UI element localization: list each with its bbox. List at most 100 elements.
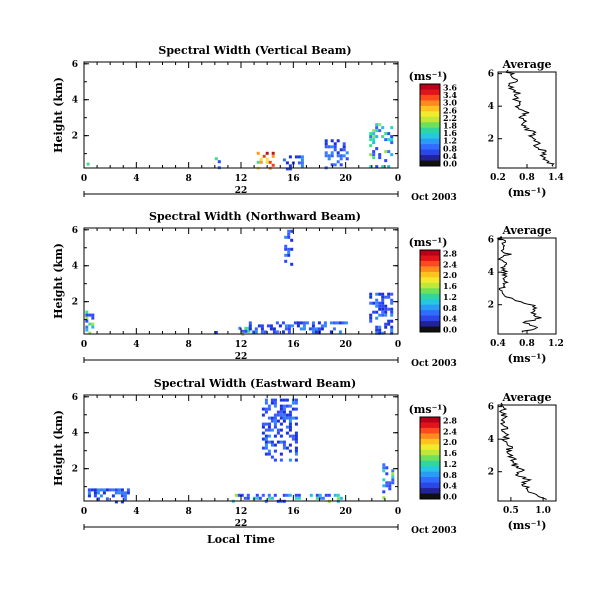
data-cell — [288, 164, 292, 168]
data-cell — [369, 153, 373, 157]
data-cell — [294, 437, 298, 441]
data-cell — [281, 330, 285, 334]
colorbar-segment — [420, 250, 440, 256]
x-tick-label: 12 — [235, 340, 248, 350]
data-cell — [381, 310, 385, 314]
data-cell — [260, 327, 264, 331]
data-cell — [267, 434, 271, 438]
data-cell — [297, 493, 301, 497]
data-cell — [269, 324, 273, 328]
avg-y-tick-label: 4 — [488, 435, 494, 445]
data-cell — [381, 307, 385, 311]
avg-y-tick-label: 6 — [488, 236, 494, 246]
data-cell — [254, 330, 258, 334]
data-cell — [317, 327, 321, 331]
data-cell — [291, 416, 295, 420]
data-cell — [384, 325, 388, 329]
data-cell — [273, 401, 277, 405]
data-cell — [88, 331, 92, 335]
data-cell — [294, 446, 298, 450]
data-cell — [375, 331, 379, 335]
data-cell — [287, 327, 291, 331]
data-cell — [93, 491, 97, 495]
x-tick-label: 4 — [133, 174, 139, 184]
data-cell — [284, 244, 288, 248]
colorbar-segment — [420, 310, 440, 317]
colorbar-tick-label: 0.0 — [443, 159, 457, 169]
data-cell — [378, 328, 382, 332]
data-cell — [302, 321, 306, 325]
x-tick-label: 16 — [287, 174, 300, 184]
data-cell — [264, 407, 268, 411]
data-cell — [375, 301, 379, 305]
data-cell — [390, 310, 394, 314]
panel-title: Spectral Width (Eastward Beam) — [154, 377, 356, 390]
average-profile-line — [506, 69, 555, 167]
x-tick-label: 20 — [339, 174, 352, 184]
data-cell — [285, 398, 289, 402]
data-cell — [323, 321, 327, 325]
data-cell — [381, 165, 385, 169]
data-cell — [276, 428, 280, 432]
data-cell — [276, 410, 280, 414]
avg-y-tick-label: 4 — [488, 268, 494, 278]
colorbar-segment — [420, 299, 440, 306]
data-cell — [261, 413, 265, 417]
avg-y-tick-label: 4 — [488, 102, 494, 112]
y-tick-label: 6 — [72, 393, 78, 403]
data-cell — [273, 404, 277, 408]
data-cell — [288, 428, 292, 432]
data-cell — [270, 496, 274, 500]
data-cell — [282, 413, 286, 417]
data-cell — [378, 331, 382, 335]
data-cell — [273, 422, 277, 426]
colorbar-tick-label: 0.8 — [443, 143, 457, 153]
data-cell — [382, 466, 386, 470]
colorbar-tick-label: 2.0 — [443, 437, 457, 447]
avg-x-tick-label: 1.4 — [548, 173, 564, 183]
colorbar-tick-label: 1.6 — [443, 128, 457, 138]
x-tick-label: 0 — [81, 174, 87, 184]
data-cell — [390, 319, 394, 323]
panel-title: Spectral Width (Vertical Beam) — [158, 44, 351, 57]
data-cell — [264, 452, 268, 456]
avg-y-tick-label: 2 — [488, 301, 494, 311]
data-cell — [266, 324, 270, 328]
data-cell — [273, 425, 277, 429]
colorbar-tick-label: 2.4 — [443, 426, 457, 436]
colorbar-tick-label: 2.8 — [443, 249, 457, 259]
data-cell — [279, 440, 283, 444]
colorbar-segment — [420, 471, 440, 478]
data-cell — [243, 496, 247, 500]
data-cell — [285, 404, 289, 408]
average-frame — [497, 404, 557, 502]
data-cell — [375, 135, 379, 139]
data-cell — [391, 481, 395, 485]
data-cell — [381, 295, 385, 299]
colorbar-tick-label: 1.2 — [443, 459, 457, 469]
colorbar-segment — [420, 271, 440, 278]
data-cell — [330, 139, 334, 143]
data-cell — [342, 142, 346, 146]
colorbar-tick-label: 0.0 — [443, 325, 457, 335]
data-cell — [384, 138, 388, 142]
data-cell — [257, 324, 261, 328]
colorbar-segment — [420, 293, 440, 300]
data-cell — [302, 324, 306, 328]
average-title: Average — [501, 224, 551, 237]
data-cell — [342, 148, 346, 152]
data-cell — [299, 321, 303, 325]
data-cell — [296, 321, 300, 325]
data-cell — [336, 154, 340, 158]
data-cell — [330, 154, 334, 158]
data-cell — [385, 484, 389, 488]
data-cell — [120, 500, 124, 504]
colorbar-segment — [420, 116, 440, 123]
data-cell — [372, 141, 376, 145]
data-cell — [267, 452, 271, 456]
data-cell — [381, 292, 385, 296]
data-cell — [288, 458, 292, 462]
data-cell — [88, 313, 92, 317]
data-cell — [273, 413, 277, 417]
